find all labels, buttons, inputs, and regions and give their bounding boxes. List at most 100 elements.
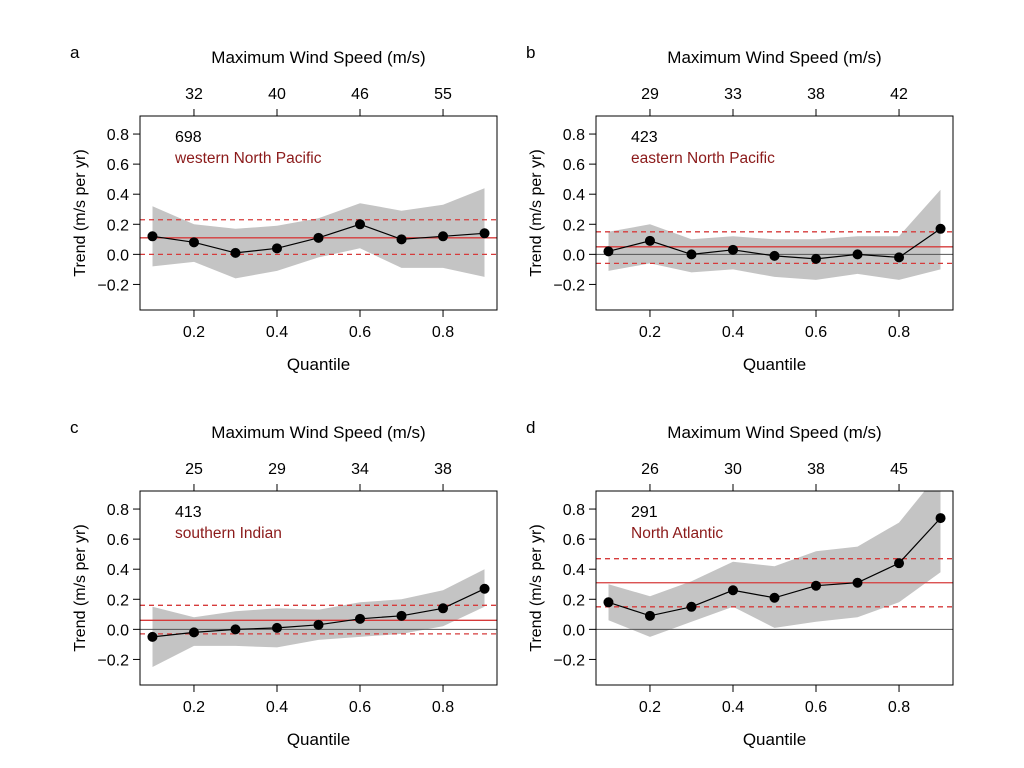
data-point	[644, 610, 655, 621]
x-axis-title: Quantile	[743, 355, 806, 374]
y-tick-label: 0.8	[107, 127, 129, 144]
data-point	[686, 249, 697, 260]
data-point	[935, 513, 946, 524]
data-point	[603, 246, 614, 257]
x2-axis-title: Maximum Wind Speed (m/s)	[667, 48, 881, 67]
y-tick-label: 0.6	[107, 532, 129, 549]
plot-frame	[595, 115, 954, 311]
panel-a: 0.2 0.4 0.6 0.8 32 40 46 55 −0.2 0.0 0.2 0.4 0.6 0.8 Q…	[70, 43, 498, 374]
data-point	[769, 250, 780, 261]
x-tick-label: 0.8	[888, 699, 910, 716]
region-label: North Atlantic	[631, 525, 723, 542]
y-axis-title: Trend (m/s per yr)	[528, 524, 545, 651]
x2-tick-label: 55	[434, 86, 452, 103]
plot-area	[140, 569, 497, 667]
x-tick-label: 0.8	[432, 324, 454, 341]
data-point	[230, 247, 241, 258]
data-point	[811, 580, 822, 591]
data-point	[479, 228, 490, 239]
y-tick-label: 0.4	[563, 187, 585, 204]
data-point	[271, 622, 282, 633]
y-tick-label: 0.6	[563, 157, 585, 174]
panel-letter: a	[70, 43, 80, 62]
data-point	[355, 613, 366, 624]
data-point	[603, 597, 614, 608]
data-point	[894, 558, 905, 569]
x2-tick-label: 32	[185, 86, 203, 103]
data-point	[147, 231, 158, 242]
x-tick-label: 0.8	[432, 699, 454, 716]
y-tick-label: 0.2	[107, 217, 129, 234]
data-point	[438, 231, 449, 242]
y-tick-label: 0.2	[107, 592, 129, 609]
sample-count: 698	[175, 129, 202, 146]
x2-axis-title: Maximum Wind Speed (m/s)	[211, 48, 425, 67]
x-tick-label: 0.2	[639, 699, 661, 716]
y-tick-label: 0.6	[563, 532, 585, 549]
data-point	[396, 610, 407, 621]
data-point	[230, 624, 241, 635]
data-point	[852, 577, 863, 588]
y-tick-label: 0.8	[563, 502, 585, 519]
x-tick-label: 0.2	[639, 324, 661, 341]
panel-b: 0.2 0.4 0.6 0.8 29 33 38 42 −0.2 0.0 0.2 0.4 0.6 0.8 Q…	[526, 43, 954, 374]
data-point	[188, 237, 199, 248]
x2-tick-label: 25	[185, 461, 203, 478]
panel-d: 0.2 0.4 0.6 0.8 26 30 38 45 −0.2 0.0 0.2 0.4 0.6 0.8 Q…	[526, 418, 954, 749]
x-tick-label: 0.6	[349, 699, 371, 716]
x-axis-title: Quantile	[287, 730, 350, 749]
plot-area	[596, 491, 953, 637]
y-tick-label: −0.2	[553, 277, 585, 294]
y-tick-label: −0.2	[97, 277, 129, 294]
y-tick-label: 0.4	[107, 187, 129, 204]
y-axis-title: Trend (m/s per yr)	[528, 149, 545, 276]
data-point	[935, 223, 946, 234]
data-point	[727, 585, 738, 596]
x-tick-label: 0.6	[805, 324, 827, 341]
region-label: southern Indian	[175, 525, 282, 542]
x2-tick-label: 34	[351, 461, 369, 478]
region-label: western North Pacific	[174, 150, 322, 167]
x2-tick-label: 33	[724, 86, 742, 103]
x-axis-title: Quantile	[743, 730, 806, 749]
y-tick-label: 0.0	[107, 622, 129, 639]
panel-c: 0.2 0.4 0.6 0.8 25 29 34 38 −0.2 0.0 0.2 0.4 0.6 0.8 Q…	[70, 418, 498, 749]
y-tick-label: 0.8	[107, 502, 129, 519]
x-tick-label: 0.4	[266, 324, 288, 341]
plot-area	[596, 189, 953, 280]
x2-axis-title: Maximum Wind Speed (m/s)	[667, 423, 881, 442]
sample-count: 291	[631, 504, 658, 521]
y-tick-label: 0.2	[563, 592, 585, 609]
y-tick-label: −0.2	[553, 652, 585, 669]
data-point	[396, 234, 407, 245]
data-point	[438, 603, 449, 614]
data-point	[147, 631, 158, 642]
x2-tick-label: 46	[351, 86, 369, 103]
region-label: eastern North Pacific	[631, 150, 775, 167]
x-tick-label: 0.2	[183, 699, 205, 716]
data-point	[852, 249, 863, 260]
y-tick-label: 0.0	[563, 247, 585, 264]
x2-tick-label: 42	[890, 86, 908, 103]
x2-tick-label: 45	[890, 461, 908, 478]
data-point	[188, 627, 199, 638]
x2-axis-title: Maximum Wind Speed (m/s)	[211, 423, 425, 442]
data-point	[479, 583, 490, 594]
data-point	[355, 219, 366, 230]
data-point	[727, 244, 738, 255]
y-axis-title: Trend (m/s per yr)	[72, 149, 89, 276]
x2-tick-label: 38	[807, 86, 825, 103]
data-point	[686, 601, 697, 612]
x-tick-label: 0.6	[349, 324, 371, 341]
x2-tick-label: 29	[641, 86, 659, 103]
y-tick-label: 0.0	[563, 622, 585, 639]
x2-tick-label: 38	[434, 461, 452, 478]
y-tick-label: −0.2	[97, 652, 129, 669]
panel-letter: d	[526, 418, 535, 437]
data-point	[811, 253, 822, 264]
sample-count: 413	[175, 504, 202, 521]
y-axis-title: Trend (m/s per yr)	[72, 524, 89, 651]
panel-letter: c	[70, 418, 79, 437]
data-point	[644, 235, 655, 246]
